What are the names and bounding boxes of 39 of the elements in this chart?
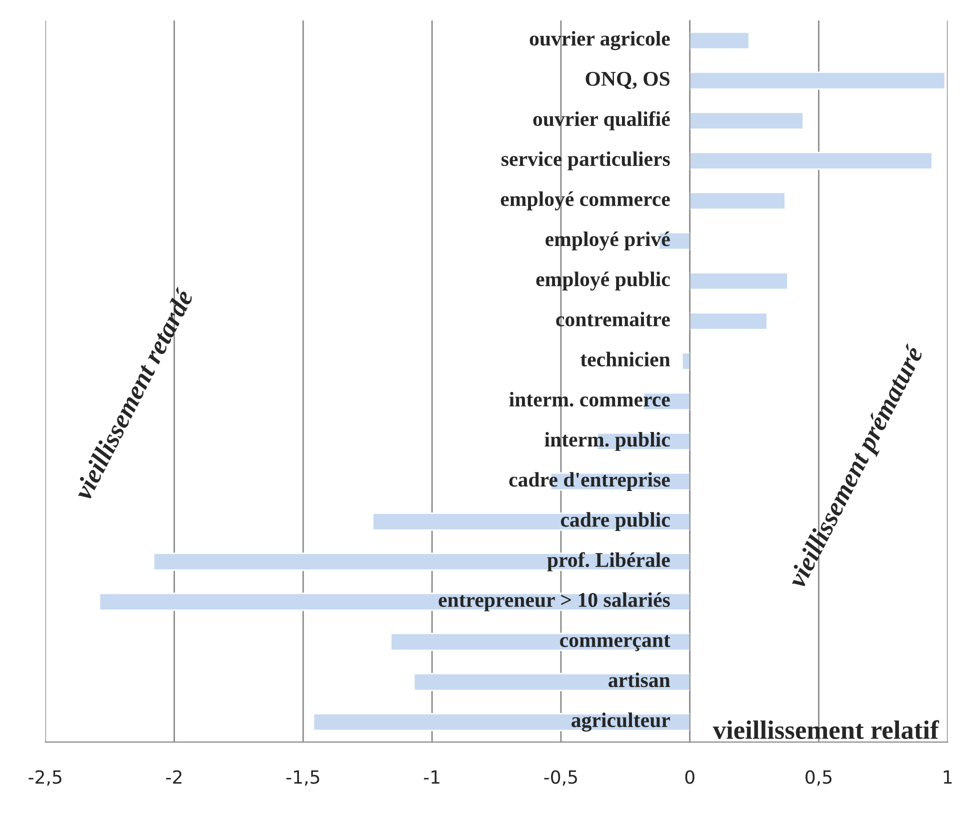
y-tick-label: ouvrier agricole: [530, 31, 670, 50]
y-tick-label: employé privé: [546, 232, 670, 250]
y-tick-label: employé commerce: [500, 191, 670, 210]
bar: [689, 72, 946, 90]
bar: [312, 712, 691, 732]
y-tick-label: employé public: [536, 272, 670, 291]
y-tick-label: agriculteur: [572, 712, 670, 732]
bar: [689, 192, 786, 210]
bar: [413, 672, 691, 692]
y-tick-label: prof. Libérale: [547, 552, 670, 572]
bar: [689, 152, 933, 170]
y-tick-label: commerçant: [560, 635, 670, 652]
y-tick-label: interm. commerce: [509, 392, 670, 407]
bar: [689, 272, 788, 290]
x-tick-label: 1: [944, 770, 952, 784]
y-tick-label: ouvrier qualifié: [533, 111, 670, 130]
y-tick-label: cadre d'entreprise: [509, 472, 670, 491]
x-tick-label: -2: [166, 770, 182, 784]
x-tick-label: -2,5: [28, 770, 62, 786]
x-tick-label: -1,5: [286, 770, 320, 786]
bar: [689, 312, 768, 330]
y-tick-label: contremaitre: [556, 312, 670, 326]
bar: [689, 112, 804, 130]
x-tick-label: -1: [424, 770, 440, 784]
bar: [681, 352, 691, 370]
y-tick-label: technicien: [580, 352, 670, 366]
y-tick-label: entrepreneur > 10 salariés: [438, 592, 670, 612]
bar: [689, 31, 750, 50]
x-tick-label: -0,5: [544, 770, 577, 786]
y-tick-label: cadre public: [560, 512, 670, 532]
y-tick-label: ONQ, OS: [586, 72, 670, 90]
x-tick-label: 0,5: [806, 770, 832, 786]
bar: [152, 552, 691, 571]
y-tick-label: service particuliers: [502, 151, 670, 170]
x-tick-label: 0: [685, 770, 694, 784]
y-tick-label: interm. public: [544, 432, 670, 451]
x-axis-title: vieillissement relatif: [712, 720, 940, 740]
y-tick-label: artisan: [608, 672, 670, 688]
bar: [98, 592, 691, 611]
